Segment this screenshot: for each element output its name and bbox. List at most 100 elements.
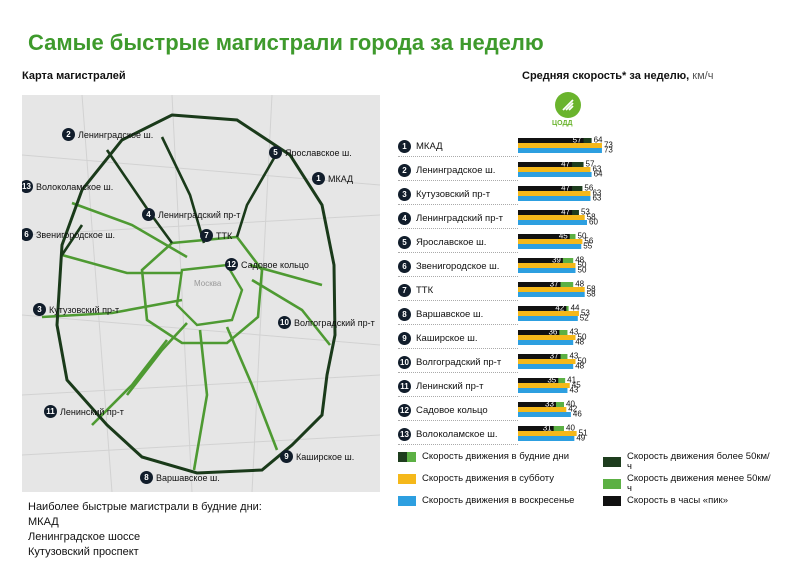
bar-saturday [518, 263, 576, 268]
label-sunday: 60 [589, 218, 598, 227]
legend-weekday-swatch [398, 452, 416, 462]
road-row: 9 Каширское ш. [398, 330, 518, 349]
legend-below: Скорость движения менее 50км/ч [603, 474, 773, 494]
label-peak: 47 [561, 184, 570, 193]
bar-sunday [518, 148, 602, 153]
label-saturday: 58 [587, 285, 596, 294]
label-sunday: 52 [580, 314, 589, 323]
road-name: Звенигородское ш. [416, 260, 500, 272]
road-row: 13 Волоколамское ш. [398, 426, 518, 445]
road-number: 9 [398, 331, 411, 345]
legend-below-text: Скорость движения менее 50км/ч [627, 473, 771, 494]
road-number: 1 [398, 139, 411, 153]
label-peak: 47 [561, 160, 570, 169]
road-name: Ярославское ш. [416, 236, 487, 248]
legend-above-swatch [603, 457, 621, 467]
bar-peak [518, 330, 560, 335]
bar-peak [518, 306, 567, 311]
road-row: 3 Кутузовский пр-т [398, 186, 518, 205]
label-saturday: 50 [578, 261, 587, 270]
label-weekday: 48 [575, 280, 584, 289]
label-peak: 45 [559, 232, 568, 241]
notes-item: Ленинградское шоссе [28, 531, 141, 543]
legend-above: Скорость движения более 50км/ч [603, 452, 773, 472]
chart-unit: км/ч [692, 70, 714, 82]
map-label-text: Ярославское ш. [285, 147, 352, 158]
label-weekday: 44 [571, 304, 580, 313]
road-number: 7 [398, 283, 411, 297]
label-saturday: 63 [592, 189, 601, 198]
label-peak: 39 [552, 256, 561, 265]
road-separator [398, 372, 518, 373]
chart-caption-text: Средняя скорость* за неделю, [522, 70, 690, 82]
label-weekday: 43 [569, 328, 578, 337]
road-separator [398, 204, 518, 205]
road-row: 1 МКАД [398, 138, 518, 157]
legend-sunday-text: Скорость движения в воскресенье [422, 495, 575, 506]
label-sunday: 49 [576, 434, 585, 443]
bar-peak [518, 186, 573, 191]
map-label-ttk: 7 ТТК [200, 229, 232, 242]
map-roads [22, 95, 380, 492]
legend-sunday: Скорость движения в воскресенье [398, 496, 574, 506]
map-label-number: 6 [22, 228, 33, 241]
label-saturday: 56 [584, 237, 593, 246]
legend-saturday: Скорость движения в субботу [398, 474, 554, 484]
bar-sunday [518, 292, 585, 297]
map-label-text: ТТК [216, 230, 233, 241]
road-separator [398, 324, 518, 325]
label-saturday: 58 [587, 213, 596, 222]
road-row: 10 Волгоградский пр-т [398, 354, 518, 373]
road-row: 5 Ярославское ш. [398, 234, 518, 253]
road-row: 12 Садовое кольцо [398, 402, 518, 421]
label-sunday: 58 [587, 290, 596, 299]
legend-weekday: Скорость движения в будние дни [398, 452, 569, 462]
road-number: 12 [398, 403, 411, 417]
label-sunday: 48 [575, 362, 584, 371]
bar-peak [518, 210, 573, 215]
map-label-kashirskoe: 9 Каширское ш. [280, 450, 354, 463]
notes-item: Кутузовский проспект [28, 546, 139, 558]
bar-saturday [518, 167, 591, 172]
label-weekday: 56 [584, 184, 593, 193]
map-label-leninsky: 11 Ленинский пр-т [44, 405, 124, 418]
road-separator [398, 300, 518, 301]
map-label-text: Ленинградский пр-т [158, 209, 241, 220]
map-label-number: 11 [44, 405, 57, 418]
legend-peak-swatch [603, 496, 621, 506]
map-label-number: 5 [269, 146, 282, 159]
label-sunday: 50 [578, 266, 587, 275]
label-saturday: 45 [572, 381, 581, 390]
label-saturday: 50 [578, 357, 587, 366]
label-sunday: 46 [573, 410, 582, 419]
label-peak: 42 [555, 304, 564, 313]
road-number: 4 [398, 211, 411, 225]
road-row: 4 Ленинградский пр-т [398, 210, 518, 229]
label-sunday: 63 [592, 194, 601, 203]
label-sunday: 55 [583, 242, 592, 251]
map-label-text: Ленинградское ш. [78, 129, 154, 140]
road-row: 7 ТТК [398, 282, 518, 301]
road-separator [398, 156, 518, 157]
map-label-text: Ленинский пр-т [60, 406, 124, 417]
road-separator [398, 228, 518, 229]
road-name: Волгоградский пр-т [416, 356, 502, 368]
logo-text: ЦОДД [552, 120, 573, 127]
bar-saturday [518, 191, 591, 196]
map-label-zvenigorodskoe: 6 Звенигородское ш. [22, 228, 115, 241]
map-label-number: 8 [140, 471, 153, 484]
map-label-yaroslavskoe: 5 Ярославское ш. [269, 146, 352, 159]
label-weekday: 64 [594, 136, 603, 145]
label-peak: 35 [547, 376, 556, 385]
road-separator [398, 180, 518, 181]
road-name: Каширское ш. [416, 332, 478, 344]
bar-peak [518, 258, 563, 263]
road-row: 6 Звенигородское ш. [398, 258, 518, 277]
map-label-kutuzovsky: 3 Кутузовский пр-т [33, 303, 119, 316]
notes-item: МКАД [28, 516, 59, 528]
label-saturday: 51 [579, 429, 588, 438]
label-sunday: 73 [604, 146, 613, 155]
road-number: 13 [398, 427, 411, 441]
road-number: 2 [398, 163, 411, 177]
map-label-text: МКАД [328, 173, 354, 184]
